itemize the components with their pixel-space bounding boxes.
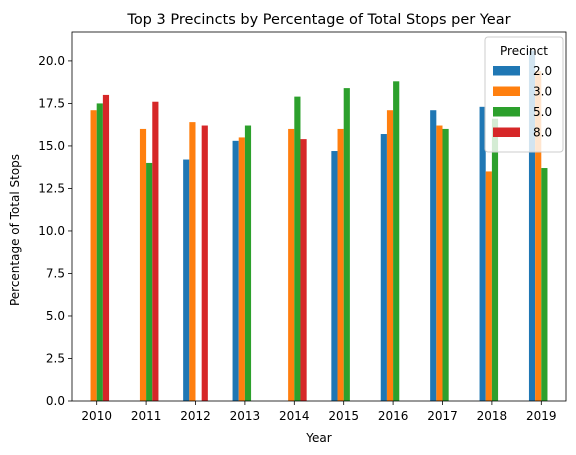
- y-tick-label: 20.0: [38, 54, 65, 68]
- bar-2013-precinct-3.0: [238, 137, 245, 401]
- bar-2011-precinct-3.0: [139, 128, 147, 401]
- y-tick-label: 12.5: [38, 181, 65, 195]
- bar-2014-precinct-8.0: [300, 139, 307, 401]
- legend: Precinct 2.0 3.0 5.0 8.0: [484, 36, 564, 153]
- bar-2013-precinct-5.0: [244, 125, 252, 402]
- y-tick-label: 2.5: [46, 351, 65, 365]
- legend-label-precinct-8.0: 8.0: [533, 126, 552, 140]
- bar-2017-precinct-3.0: [436, 125, 443, 402]
- x-tick-label-2015: 2015: [328, 409, 359, 423]
- legend-swatch-precinct-3.0: [493, 86, 520, 96]
- x-tick-label-2010: 2010: [81, 409, 112, 423]
- bar-2010-precinct-8.0: [102, 94, 110, 401]
- y-tick-label: 5.0: [46, 309, 65, 323]
- x-tick-label-2013: 2013: [230, 409, 261, 423]
- bar-2018-precinct-3.0: [485, 171, 492, 401]
- bar-2016-precinct-2.0: [380, 134, 387, 401]
- y-tick-label: 15.0: [38, 139, 65, 153]
- y-tick-label: 10.0: [38, 224, 65, 238]
- legend-swatch-precinct-8.0: [493, 127, 520, 137]
- bar-2019-precinct-2.0: [528, 50, 536, 401]
- y-tick-label: 0.0: [46, 394, 65, 408]
- x-axis-label: Year: [305, 431, 331, 445]
- legend-swatch-precinct-5.0: [493, 107, 520, 117]
- bar-2010-precinct-3.0: [90, 110, 97, 402]
- bar-2015-precinct-3.0: [337, 128, 344, 401]
- plot-frame: [71, 31, 567, 402]
- bar-2014-precinct-5.0: [294, 96, 301, 402]
- bar-2014-precinct-3.0: [288, 128, 295, 401]
- bar-2012-precinct-2.0: [183, 159, 190, 401]
- bar-2017-precinct-2.0: [430, 110, 437, 402]
- legend-swatch-precinct-2.0: [493, 66, 520, 76]
- y-tick-label: 7.5: [46, 266, 65, 280]
- bar-2011-precinct-8.0: [152, 101, 159, 401]
- legend-frame: [484, 36, 564, 153]
- y-tick-label: 17.5: [38, 96, 65, 110]
- legend-label-precinct-3.0: 3.0: [533, 85, 552, 99]
- bar-2015-precinct-2.0: [331, 151, 338, 401]
- bar-2017-precinct-5.0: [442, 128, 449, 401]
- bar-2016-precinct-5.0: [393, 81, 400, 402]
- bars-group: [90, 50, 548, 402]
- bar-2010-precinct-5.0: [96, 103, 103, 401]
- legend-items: 2.0 3.0 5.0 8.0: [493, 64, 552, 140]
- bar-2012-precinct-8.0: [201, 125, 208, 402]
- x-tick-label-2014: 2014: [279, 409, 310, 423]
- bar-2019-precinct-5.0: [541, 168, 548, 401]
- chart-title: Top 3 Precincts by Percentage of Total S…: [126, 12, 510, 28]
- legend-label-precinct-2.0: 2.0: [533, 64, 552, 78]
- x-tick-label-2011: 2011: [131, 409, 162, 423]
- x-axis-ticks: 2010 2011 2012 2013 2014 2015 2016 2017 2018 2019: [81, 401, 557, 423]
- x-tick-label-2012: 2012: [180, 409, 211, 423]
- x-tick-label-2019: 2019: [526, 409, 557, 423]
- bar-2013-precinct-2.0: [232, 140, 239, 401]
- bar-2018-precinct-2.0: [479, 106, 486, 401]
- y-axis-ticks: 0.0 2.5 5.0 7.5 10.0 12.5 15.0 17.5 20.0: [38, 54, 72, 408]
- y-axis-label: Percentage of Total Stops: [8, 154, 22, 306]
- bar-2012-precinct-3.0: [189, 122, 196, 401]
- bar-2018-precinct-5.0: [491, 118, 499, 401]
- legend-label-precinct-5.0: 5.0: [533, 105, 552, 119]
- bar-2015-precinct-5.0: [343, 88, 350, 401]
- bar-2019-precinct-3.0: [535, 71, 542, 401]
- bar-2016-precinct-3.0: [386, 110, 394, 402]
- bar-2011-precinct-5.0: [146, 162, 153, 401]
- x-tick-label-2017: 2017: [427, 409, 458, 423]
- x-tick-label-2018: 2018: [477, 409, 508, 423]
- x-tick-label-2016: 2016: [378, 409, 409, 423]
- legend-title: Precinct: [500, 44, 548, 58]
